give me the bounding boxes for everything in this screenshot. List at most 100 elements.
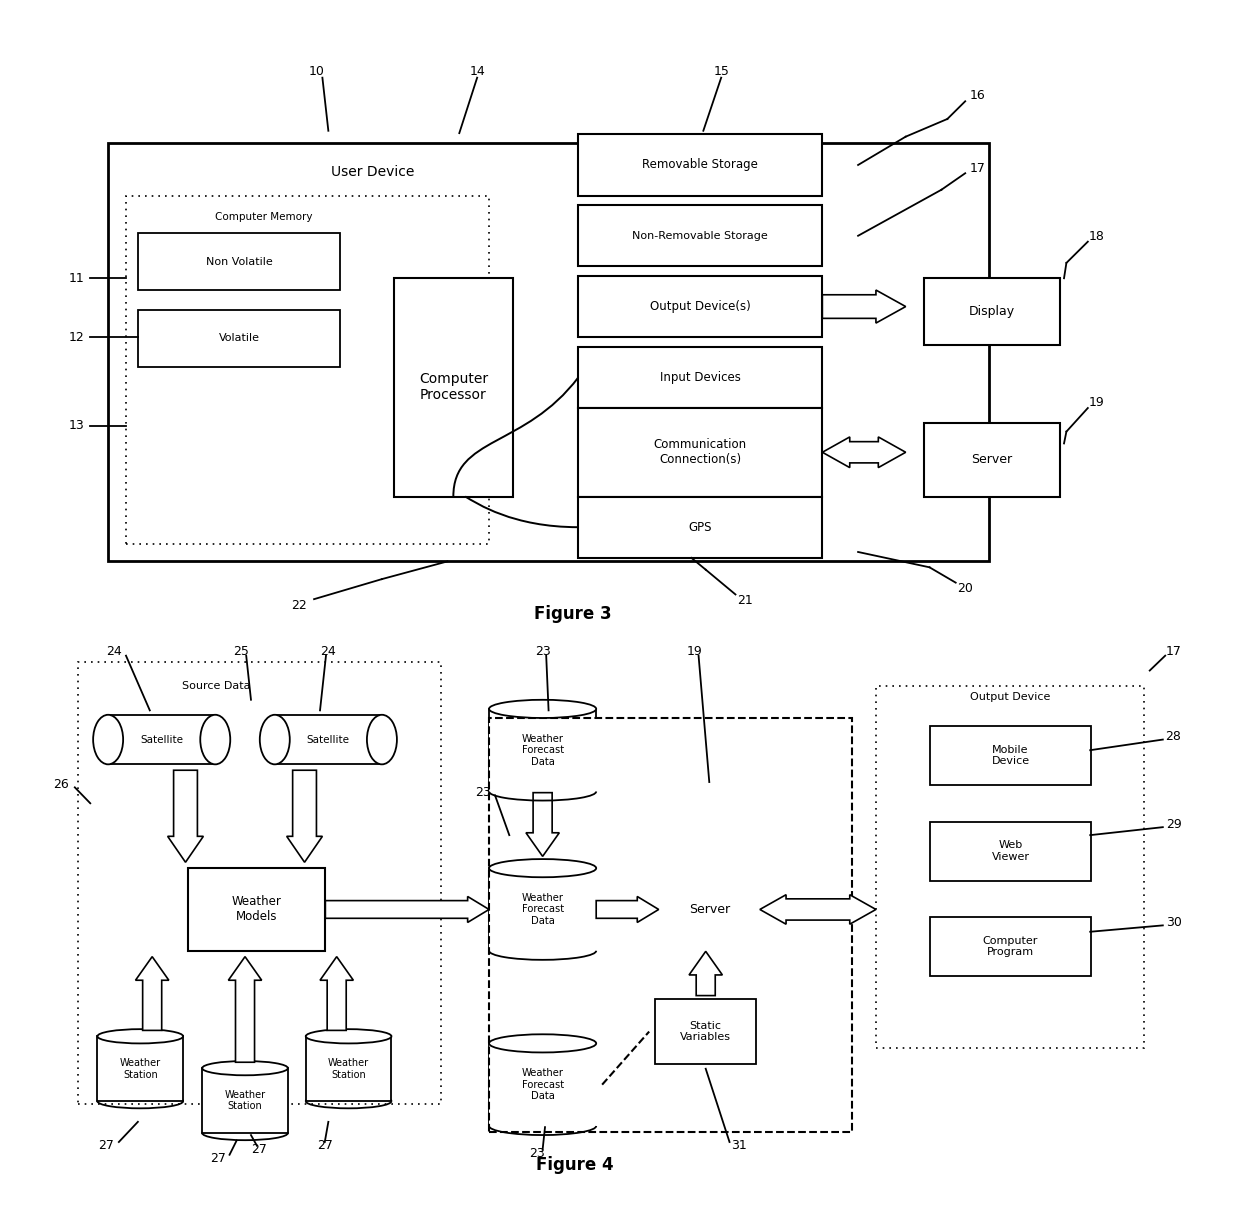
Text: Non Volatile: Non Volatile <box>206 257 273 267</box>
Text: 25: 25 <box>233 645 249 659</box>
Text: 19: 19 <box>1089 396 1104 408</box>
Text: Removable Storage: Removable Storage <box>642 159 759 172</box>
Text: Weather
Station: Weather Station <box>224 1090 265 1111</box>
Text: Weather
Station: Weather Station <box>120 1058 161 1079</box>
Bar <box>578 408 822 497</box>
Ellipse shape <box>489 699 596 718</box>
Text: 17: 17 <box>1166 645 1182 659</box>
Bar <box>930 821 1091 880</box>
Text: 22: 22 <box>290 599 306 612</box>
Text: 23: 23 <box>528 1147 544 1160</box>
Text: 24: 24 <box>320 645 336 659</box>
Text: Display: Display <box>968 305 1016 318</box>
Bar <box>930 917 1091 976</box>
Text: 18: 18 <box>1089 231 1104 243</box>
Bar <box>578 497 822 558</box>
Text: 11: 11 <box>68 272 84 285</box>
Bar <box>138 310 340 366</box>
Text: 16: 16 <box>970 88 985 102</box>
Text: Non-Removable Storage: Non-Removable Storage <box>632 231 769 241</box>
Bar <box>126 195 489 543</box>
Ellipse shape <box>489 859 596 878</box>
Text: Weather
Forecast
Data: Weather Forecast Data <box>522 1068 564 1101</box>
Text: 13: 13 <box>68 419 84 433</box>
Text: Weather
Forecast
Data: Weather Forecast Data <box>522 892 564 927</box>
Bar <box>78 661 441 1104</box>
Text: Figure 4: Figure 4 <box>536 1156 614 1175</box>
Text: 20: 20 <box>957 583 973 595</box>
Polygon shape <box>689 951 723 995</box>
Text: Satellite: Satellite <box>306 735 350 745</box>
Bar <box>930 726 1091 785</box>
Bar <box>489 718 852 1132</box>
Text: 14: 14 <box>469 65 485 79</box>
Bar <box>578 347 822 408</box>
Bar <box>275 715 382 764</box>
Text: 17: 17 <box>970 162 985 175</box>
Text: 27: 27 <box>252 1143 268 1156</box>
Ellipse shape <box>98 1029 184 1043</box>
Ellipse shape <box>202 1061 288 1075</box>
Text: Computer
Program: Computer Program <box>983 935 1038 957</box>
Text: Weather
Forecast
Data: Weather Forecast Data <box>522 734 564 767</box>
Bar <box>306 1036 392 1101</box>
Text: 30: 30 <box>1166 917 1182 929</box>
Bar <box>98 1036 184 1101</box>
Ellipse shape <box>260 715 290 764</box>
Text: 28: 28 <box>1166 730 1182 744</box>
Text: Server: Server <box>971 454 1013 467</box>
Text: 27: 27 <box>98 1139 114 1153</box>
Ellipse shape <box>93 715 123 764</box>
Bar <box>578 134 822 195</box>
Text: Mobile
Device: Mobile Device <box>992 745 1029 767</box>
Polygon shape <box>822 290 905 323</box>
Bar <box>108 143 990 562</box>
Text: Static
Variables: Static Variables <box>681 1021 732 1042</box>
Bar <box>658 871 760 948</box>
Bar <box>394 278 513 497</box>
Text: Source Data: Source Data <box>182 681 250 692</box>
Bar <box>875 687 1143 1047</box>
Bar <box>489 1043 596 1126</box>
Text: GPS: GPS <box>688 521 712 533</box>
Text: 26: 26 <box>52 778 68 791</box>
Text: Output Device(s): Output Device(s) <box>650 300 750 313</box>
Text: Server: Server <box>688 903 730 916</box>
Text: User Device: User Device <box>331 165 414 179</box>
Text: 23: 23 <box>534 645 551 659</box>
Text: 19: 19 <box>687 645 703 659</box>
Bar <box>489 709 596 791</box>
Polygon shape <box>325 896 489 923</box>
Text: 23: 23 <box>475 787 491 799</box>
Text: Satellite: Satellite <box>140 735 184 745</box>
Text: Computer
Processor: Computer Processor <box>419 372 487 402</box>
Polygon shape <box>167 771 203 863</box>
Text: Communication
Connection(s): Communication Connection(s) <box>653 439 746 466</box>
Polygon shape <box>135 956 169 1030</box>
Bar <box>188 868 325 951</box>
Bar <box>489 868 596 951</box>
Text: Weather
Models: Weather Models <box>232 896 281 923</box>
Text: Weather
Station: Weather Station <box>329 1058 370 1079</box>
Text: Web
Viewer: Web Viewer <box>992 841 1029 862</box>
Text: Figure 3: Figure 3 <box>533 606 611 623</box>
Text: 21: 21 <box>737 594 753 607</box>
Text: Input Devices: Input Devices <box>660 371 740 383</box>
Polygon shape <box>526 793 559 857</box>
Text: 15: 15 <box>713 65 729 79</box>
Text: 29: 29 <box>1166 819 1182 831</box>
Text: 27: 27 <box>317 1139 332 1153</box>
Polygon shape <box>596 896 658 923</box>
Text: 12: 12 <box>68 331 84 344</box>
Text: 27: 27 <box>210 1153 226 1165</box>
Bar <box>108 715 216 764</box>
Polygon shape <box>822 438 905 467</box>
Ellipse shape <box>306 1029 392 1043</box>
Ellipse shape <box>489 1035 596 1052</box>
Text: Output Device: Output Device <box>970 692 1050 702</box>
Bar <box>138 234 340 290</box>
Bar <box>202 1068 288 1133</box>
Text: 31: 31 <box>732 1139 746 1153</box>
Ellipse shape <box>367 715 397 764</box>
Bar <box>924 423 1060 497</box>
